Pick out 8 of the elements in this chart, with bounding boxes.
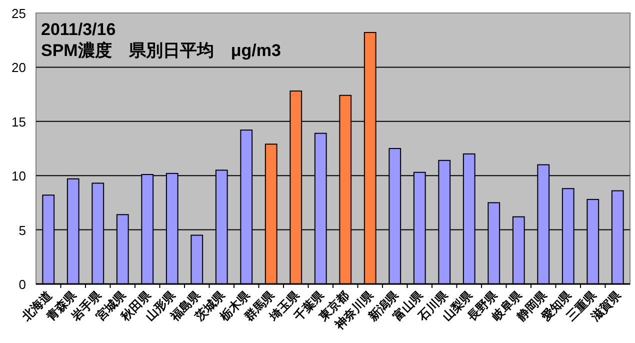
y-tick-label: 15 — [12, 114, 26, 130]
y-tick-label: 25 — [12, 6, 26, 21]
y-tick-label: 10 — [12, 168, 26, 184]
y-tick-label: 0 — [18, 277, 26, 292]
chart-title: 2011/3/16 — [41, 20, 116, 39]
y-tick-label: 5 — [18, 222, 26, 238]
y-tick-label: 20 — [12, 60, 26, 76]
text: SPM濃度 県別日平均 μg/m3 — [41, 41, 281, 60]
